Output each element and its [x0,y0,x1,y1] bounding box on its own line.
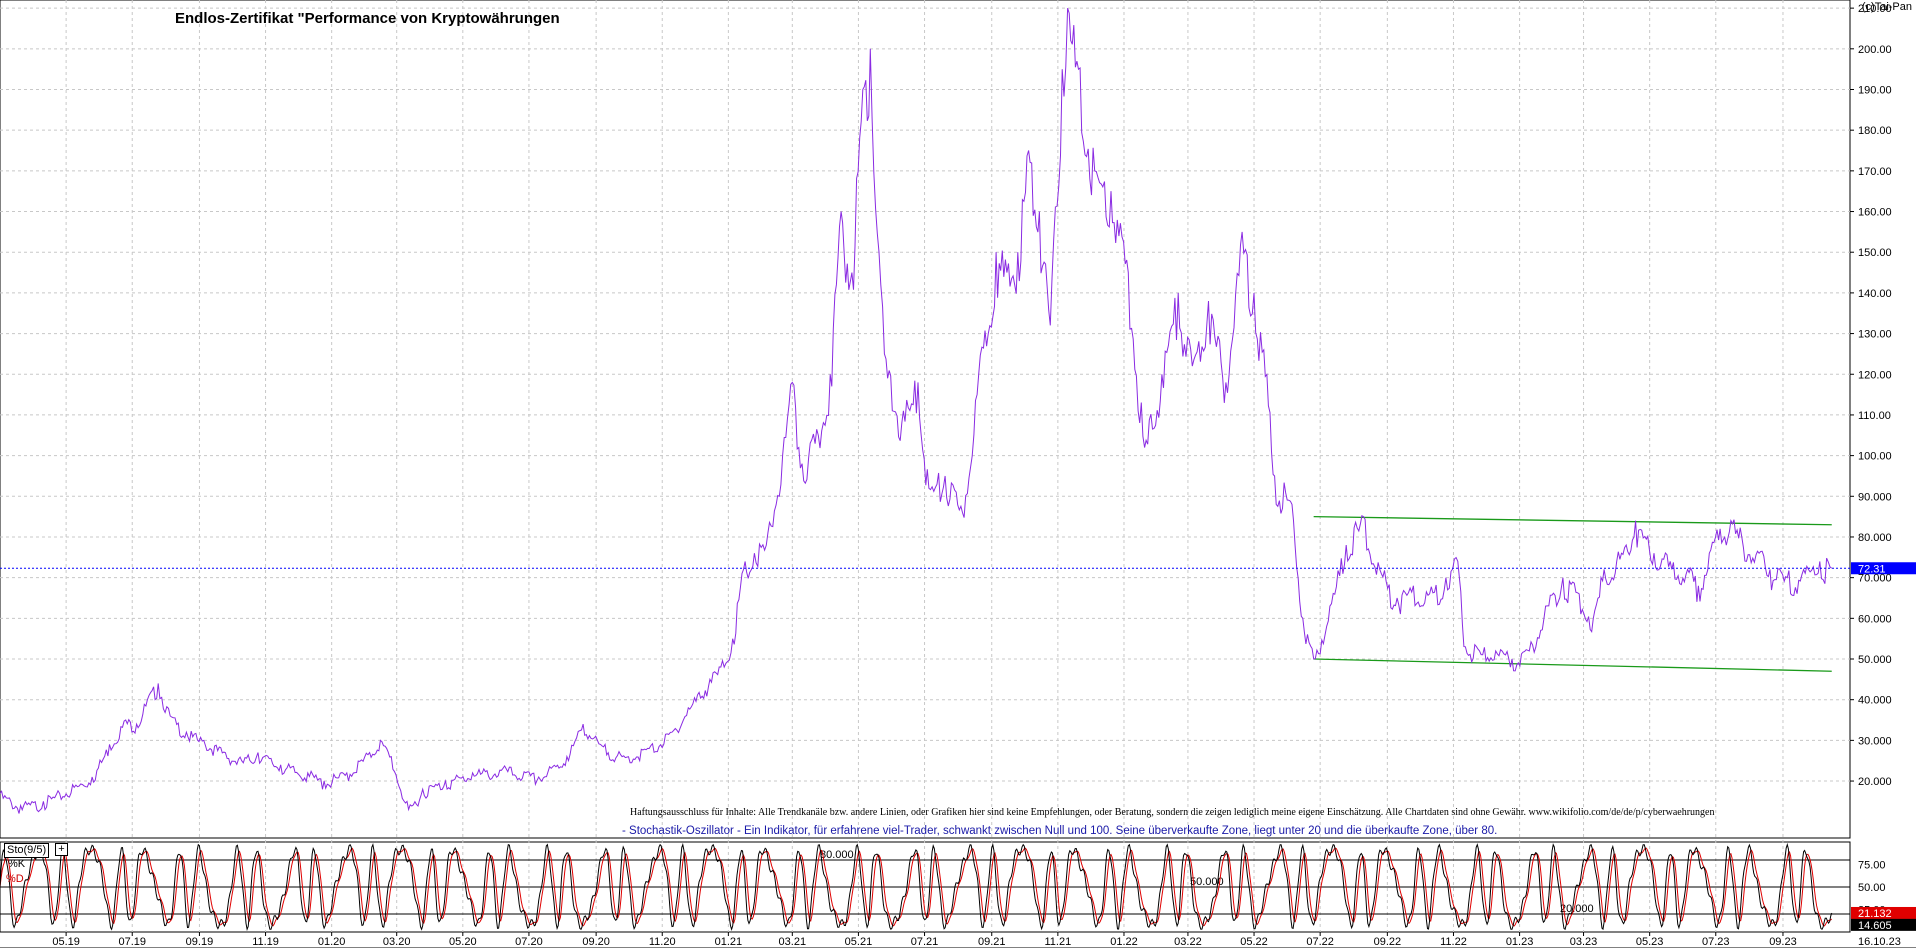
x-tick-label: 07.19 [118,936,146,948]
x-tick-label: 09.22 [1374,936,1402,948]
stoch-level-label: 80.000 [820,849,854,861]
x-tick-label: 09.20 [582,936,610,948]
y-axis: 20.000 30.000 40.000 50.000 60.000 70.000 80.0… [1850,3,1892,788]
x-tick-label: 01.23 [1506,936,1534,948]
channel-upper-line [1313,515,1832,526]
y-tick-label: 100.00 [1858,451,1892,463]
stochastic-panel: 80.00050.00020.00025.0050.0075.0021.1321… [0,842,1916,932]
x-tick-label: 11.22 [1440,936,1467,948]
x-tick-label: 05.19 [52,936,80,948]
stoch-level-label: 20.000 [1560,903,1594,915]
x-tick-label: 07.23 [1702,936,1730,948]
y-tick-label: 90.000 [1858,491,1892,503]
trend-channel [1313,515,1832,672]
y-tick-label: 110.00 [1858,410,1891,422]
disclaimer-text: Haftungsausschluss für Inhalte: Alle Tre… [630,807,1715,818]
x-tick-label: 07.22 [1306,936,1334,948]
y-tick-label: 50.000 [1858,654,1892,666]
y-tick-label: 180.00 [1858,125,1892,137]
stoch-y-tick-label: 50.00 [1858,882,1886,894]
x-tick-label: 11.21 [1044,936,1071,948]
y-tick-label: 40.000 [1858,695,1892,707]
x-tick-label: 09.23 [1769,936,1797,948]
x-tick-label: 09.21 [978,936,1006,948]
stochastic-description: - Stochastik-Oszillator - Ein Indikator,… [622,825,1498,837]
y-tick-label: 140.00 [1858,288,1892,300]
indicator-name-button[interactable]: Sto(9/5) [4,843,50,858]
price-line [0,7,1833,814]
y-tick-label: 120.00 [1858,369,1892,381]
current-price-label: 72.31 [1858,563,1886,575]
x-tick-label: 07.21 [911,936,939,948]
x-tick-label: 11.19 [252,936,279,948]
x-tick-label: 03.21 [779,936,807,948]
x-tick-label: 03.22 [1174,936,1202,948]
stoch-d-badge [1851,918,1916,931]
d-legend-label: %D [6,873,24,885]
stoch-level-label: 50.000 [1190,876,1224,888]
stoch-k-line [0,842,1833,932]
y-tick-label: 80.000 [1858,532,1892,544]
y-tick-label: 170.00 [1858,166,1892,178]
x-tick-label: 05.21 [845,936,873,948]
current-price-marker: 72.31 [0,562,1916,575]
x-tick-label: 11.20 [649,936,676,948]
y-tick-label: 20.000 [1858,776,1892,788]
x-tick-label: 05.20 [449,936,477,948]
y-tick-label: 190.00 [1858,84,1892,96]
x-tick-label: 03.23 [1570,936,1598,948]
x-tick-label: 01.21 [715,936,743,948]
x-tick-label: 01.20 [318,936,346,948]
stoch-k-badge [1851,906,1916,919]
x-axis: 05.19 07.19 09.19 11.19 01.20 03.20 05.20 07.20… [52,932,1901,948]
x-tick-label: 09.19 [186,936,214,948]
y-tick-label: 60.000 [1858,613,1892,625]
indicator-add-icon[interactable]: + [55,843,68,856]
x-end-label: 16.10.23 [1858,936,1901,948]
y-tick-label: 30.000 [1858,735,1892,747]
k-legend-label: %K [8,858,26,870]
stoch-d-line [0,847,1833,927]
main-plot-frame [0,0,1851,839]
x-tick-label: 03.20 [383,936,411,948]
y-tick-label: 200.00 [1858,44,1892,56]
y-tick-label: 210.00 [1858,3,1892,15]
brand-label: (c)Tai-Pan [1861,1,1912,13]
stoch-d-value: 14.605 [1858,920,1892,932]
y-tick-label: 70.000 [1858,573,1892,585]
price-series [0,7,1833,814]
y-tick-label: 150.00 [1858,247,1892,259]
current-price-badge [1851,562,1916,575]
stoch-y-tick-label: 75.00 [1858,860,1886,872]
x-tick-label: 05.23 [1636,936,1664,948]
channel-lower-line [1313,658,1832,672]
chart-title: Endlos-Zertifikat "Performance von Krypt… [175,10,560,27]
y-tick-label: 160.00 [1858,207,1892,219]
x-tick-label: 05.22 [1240,936,1268,948]
x-tick-label: 07.20 [515,936,543,948]
y-tick-label: 130.00 [1858,329,1892,341]
stoch-k-value: 21.132 [1858,908,1892,920]
x-tick-label: 01.22 [1110,936,1138,948]
